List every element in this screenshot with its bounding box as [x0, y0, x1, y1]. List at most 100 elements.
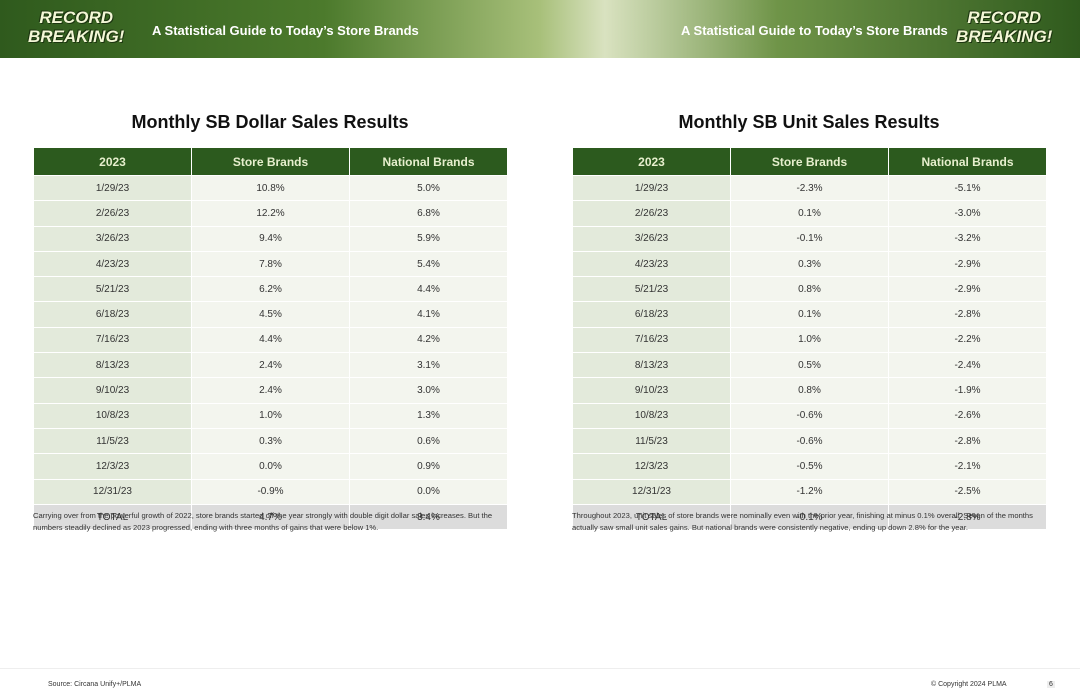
cell: 4.4% — [191, 326, 350, 354]
cell: 0.3% — [191, 427, 350, 455]
cell: 1.3% — [349, 402, 508, 429]
cell: 5.9% — [349, 225, 508, 252]
cell: 6.8% — [349, 200, 508, 227]
column-header: 2023 — [572, 147, 731, 176]
cell: 0.1% — [730, 301, 889, 328]
header-title: A Statistical Guide to Today’s Store Bra… — [152, 23, 419, 38]
cell: 3/26/23 — [572, 225, 731, 252]
cell: 3/26/23 — [33, 225, 192, 252]
cell: 10/8/23 — [572, 402, 731, 429]
table-row: 11/5/23 -0.6% -2.8% — [572, 427, 1047, 455]
cell: 2/26/23 — [572, 200, 731, 227]
table-row: TOTAL -0.1% -2.8% — [572, 503, 1047, 531]
cell: 11/5/23 — [33, 427, 192, 455]
table-row: 12/3/23 0.0% 0.9% — [33, 453, 508, 480]
cell: 1.0% — [730, 326, 889, 354]
column-header: National Brands — [349, 147, 508, 176]
cell: 5.0% — [349, 174, 508, 202]
column-header: Store Brands — [191, 147, 350, 176]
cell: 7.8% — [191, 250, 350, 278]
table-row: 7/16/23 1.0% -2.2% — [572, 326, 1047, 354]
column-header: National Brands — [888, 147, 1047, 176]
cell: -2.5% — [888, 478, 1047, 505]
cell: TOTAL — [572, 503, 731, 531]
cell: -0.6% — [730, 402, 889, 429]
cell: 6/18/23 — [33, 301, 192, 328]
table-row: 6/18/23 0.1% -2.8% — [572, 301, 1047, 328]
table-row: 1/29/23 -2.3% -5.1% — [572, 174, 1047, 202]
cell: 3.4% — [349, 503, 508, 531]
table-row: 5/21/23 0.8% -2.9% — [572, 276, 1047, 303]
cell: 12/3/23 — [572, 453, 731, 480]
cell: 5/21/23 — [33, 276, 192, 303]
table-row: 12/3/23 -0.5% -2.1% — [572, 453, 1047, 480]
cell: 8/13/23 — [572, 352, 731, 379]
cell: -0.1% — [730, 225, 889, 252]
table-row: 10/8/23 1.0% 1.3% — [33, 402, 508, 429]
cell: 0.0% — [349, 478, 508, 505]
cell: 7/16/23 — [572, 326, 731, 354]
column-header: 2023 — [33, 147, 192, 176]
table-row: 12/31/23 -0.9% 0.0% — [33, 478, 508, 505]
header-title: A Statistical Guide to Today’s Store Bra… — [681, 23, 948, 38]
cell: -5.1% — [888, 174, 1047, 202]
caption: Throughout 2023, unit sales of store bra… — [572, 511, 1033, 532]
table-row: 3/26/23 -0.1% -3.2% — [572, 225, 1047, 252]
cell: -0.1% — [730, 503, 889, 531]
cell: -2.3% — [730, 174, 889, 202]
table-row: 5/21/23 6.2% 4.4% — [33, 276, 508, 303]
table-row: 10/8/23 -0.6% -2.6% — [572, 402, 1047, 429]
cell: 5/21/23 — [572, 276, 731, 303]
cell: -2.6% — [888, 402, 1047, 429]
cell: -0.6% — [730, 427, 889, 455]
cell: 3.1% — [349, 352, 508, 379]
table-row: 3/26/23 9.4% 5.9% — [33, 225, 508, 252]
cell: -2.8% — [888, 301, 1047, 328]
cell: 4/23/23 — [33, 250, 192, 278]
cell: 4.7% — [191, 503, 350, 531]
cell: 4.1% — [349, 301, 508, 328]
cell: 12/31/23 — [33, 478, 192, 505]
header-row: 2023 Store Brands National Brands — [572, 147, 1047, 176]
cell: 0.8% — [730, 276, 889, 303]
logo-line: BREAKING! — [956, 27, 1053, 46]
cell: 0.8% — [730, 377, 889, 404]
cell: -2.2% — [888, 326, 1047, 354]
cell: 5.4% — [349, 250, 508, 278]
table-row: 4/23/23 0.3% -2.9% — [572, 250, 1047, 278]
cell: 0.5% — [730, 352, 889, 379]
cell: 8/13/23 — [33, 352, 192, 379]
cell: 4/23/23 — [572, 250, 731, 278]
cell: -3.2% — [888, 225, 1047, 252]
cell: 12/31/23 — [572, 478, 731, 505]
cell: 2.4% — [191, 377, 350, 404]
cell: 10/8/23 — [33, 402, 192, 429]
table-row: 12/31/23 -1.2% -2.5% — [572, 478, 1047, 505]
cell: 0.9% — [349, 453, 508, 480]
table-row: 6/18/23 4.5% 4.1% — [33, 301, 508, 328]
table-row: TOTAL 4.7% 3.4% — [33, 503, 508, 531]
cell: -3.0% — [888, 200, 1047, 227]
cell: 9/10/23 — [572, 377, 731, 404]
cell: 11/5/23 — [572, 427, 731, 455]
footer-copyright: © Copyright 2024 PLMA — [931, 681, 1007, 688]
header-band: RECORD BREAKING! A Statistical Guide to T… — [0, 0, 1080, 58]
cell: 1/29/23 — [33, 174, 192, 202]
cell: 0.0% — [191, 453, 350, 480]
cell: -2.8% — [888, 427, 1047, 455]
header-row: 2023 Store Brands National Brands — [33, 147, 508, 176]
data-table: 2023 Store Brands National Brands 1/29/23 -2… — [572, 147, 1047, 531]
cell: 3.0% — [349, 377, 508, 404]
logo-line: RECORD — [39, 8, 113, 27]
cell: -0.5% — [730, 453, 889, 480]
cell: -1.2% — [730, 478, 889, 505]
logo-line: RECORD — [967, 8, 1041, 27]
cell: 12/3/23 — [33, 453, 192, 480]
cell: 6/18/23 — [572, 301, 731, 328]
cell: -2.9% — [888, 276, 1047, 303]
cell: 6.2% — [191, 276, 350, 303]
cell: 0.6% — [349, 427, 508, 455]
page-number: 6 — [1047, 681, 1055, 688]
table-title: Monthly SB Unit Sales Results — [678, 112, 940, 132]
